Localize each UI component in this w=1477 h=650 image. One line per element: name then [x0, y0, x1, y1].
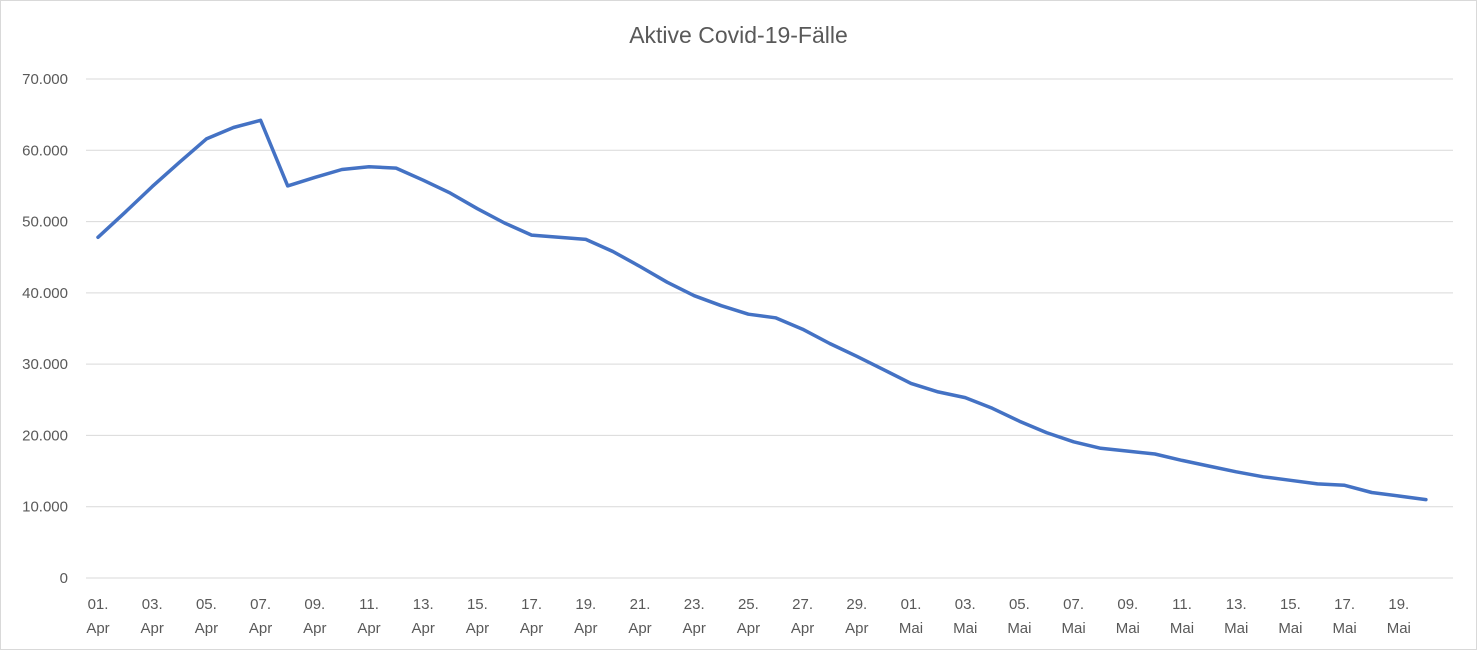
- x-tick-label: 01. Apr: [86, 596, 109, 637]
- x-tick-label: 01. Mai: [899, 596, 923, 637]
- series-layer: [96, 118, 1428, 502]
- x-tick-label: 19. Mai: [1387, 596, 1411, 637]
- x-tick-label: 27. Apr: [791, 596, 814, 637]
- x-tick-label: 15. Mai: [1278, 596, 1302, 637]
- y-tick-label: 0: [60, 570, 68, 587]
- x-tick-label: 07. Mai: [1062, 596, 1086, 637]
- y-tick-label: 30.000: [22, 356, 68, 373]
- x-tick-label: 15. Apr: [466, 596, 489, 637]
- x-tick-label: 05. Mai: [1007, 596, 1031, 637]
- series-line-0: [96, 118, 1428, 502]
- y-tick-label: 40.000: [22, 285, 68, 302]
- gridlines: [86, 78, 1453, 579]
- x-tick-label: 13. Mai: [1224, 596, 1248, 637]
- y-tick-label: 10.000: [22, 499, 68, 516]
- x-tick-label: 17. Apr: [520, 596, 543, 637]
- x-tick-label: 25. Apr: [737, 596, 760, 637]
- x-tick-label: 13. Apr: [412, 596, 435, 637]
- x-tick-label: 09. Mai: [1116, 596, 1140, 637]
- chart-title: Aktive Covid-19-Fälle: [629, 22, 848, 48]
- x-tick-label: 11. Apr: [357, 596, 380, 637]
- x-tick-label: 03. Apr: [141, 596, 164, 637]
- y-tick-label: 50.000: [22, 214, 68, 231]
- x-tick-label: 07. Apr: [249, 596, 272, 637]
- x-tick-label: 03. Mai: [953, 596, 977, 637]
- y-tick-label: 70.000: [22, 71, 68, 88]
- x-tick-label: 05. Apr: [195, 596, 218, 637]
- y-tick-label: 20.000: [22, 427, 68, 444]
- x-tick-label: 11. Mai: [1170, 596, 1194, 637]
- y-tick-label: 60.000: [22, 142, 68, 159]
- x-tick-label: 17. Mai: [1333, 596, 1357, 637]
- x-tick-label: 23. Apr: [683, 596, 706, 637]
- x-axis-tick-labels: 01. Apr 03. Apr 05. Apr 07. Apr 09. Apr 11. Apr 13. A…: [86, 596, 1411, 637]
- x-tick-label: 21. Apr: [628, 596, 651, 637]
- y-axis-tick-labels: 0 10.000 20.000 30.000 40.000 50.000 60.000 70.…: [22, 71, 68, 587]
- x-tick-label: 19. Apr: [574, 596, 597, 637]
- x-tick-label: 29. Apr: [845, 596, 868, 637]
- x-tick-label: 09. Apr: [303, 596, 326, 637]
